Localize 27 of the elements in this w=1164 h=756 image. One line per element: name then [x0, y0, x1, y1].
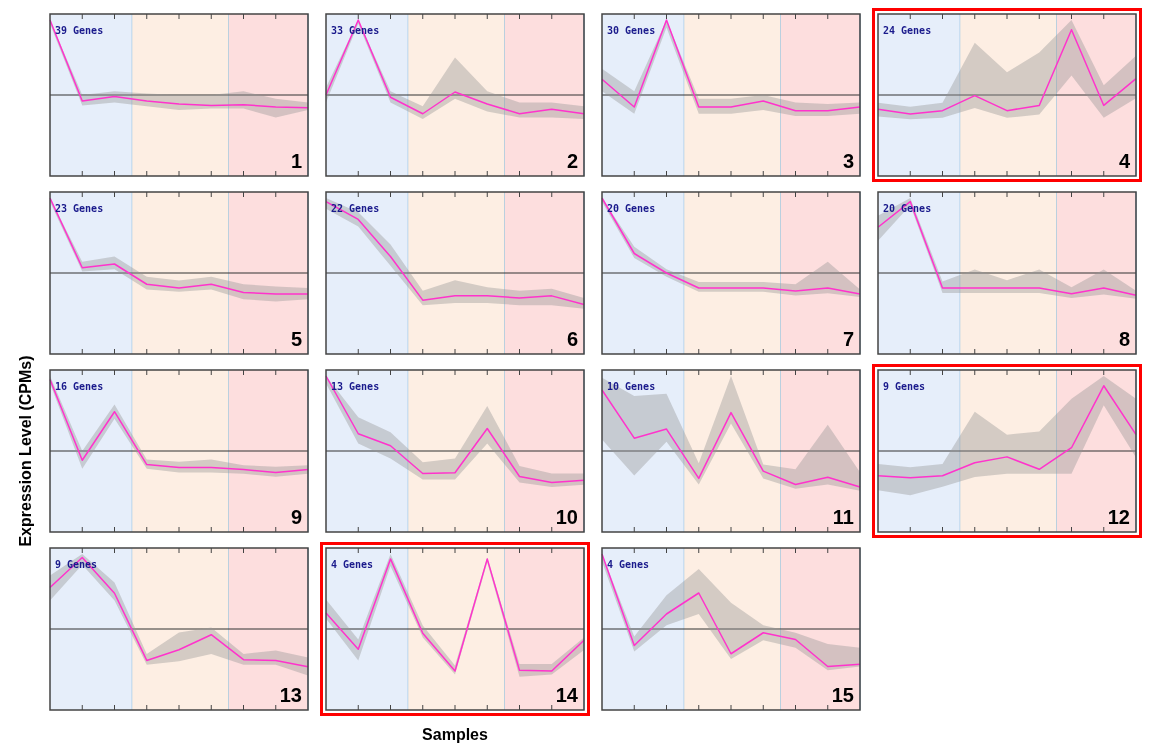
text: 7 — [842, 327, 854, 350]
text: 15 — [831, 683, 854, 706]
y-axis-title: Expression Level (CPMs) — [17, 355, 35, 547]
text: 5 — [290, 327, 302, 350]
annotation: 24 Genes — [883, 24, 932, 36]
text: 6 — [566, 327, 578, 350]
text: 2 — [566, 149, 578, 172]
x-axis-title: Samples — [422, 726, 488, 744]
text: 1 — [290, 149, 302, 172]
annotation: 13 Genes — [331, 380, 380, 392]
annotation: 9 Genes — [883, 380, 926, 392]
annotation: 10 Genes — [607, 380, 656, 392]
text: 3 — [842, 149, 854, 172]
annotation: 16 Genes — [55, 380, 104, 392]
annotation: 4 Genes — [331, 558, 374, 570]
text: 10 — [555, 505, 578, 528]
annotation: 4 Genes — [607, 558, 650, 570]
text: 4 — [1118, 149, 1131, 172]
text: 13 — [279, 683, 302, 706]
text: 14 — [555, 683, 579, 706]
text: 8 — [1118, 327, 1130, 350]
text: 9 — [290, 505, 302, 528]
text: 11 — [832, 505, 854, 528]
annotation: 30 Genes — [607, 24, 656, 36]
annotation: 39 Genes — [55, 24, 104, 36]
text: 12 — [1107, 505, 1130, 528]
annotation: 23 Genes — [55, 202, 104, 214]
